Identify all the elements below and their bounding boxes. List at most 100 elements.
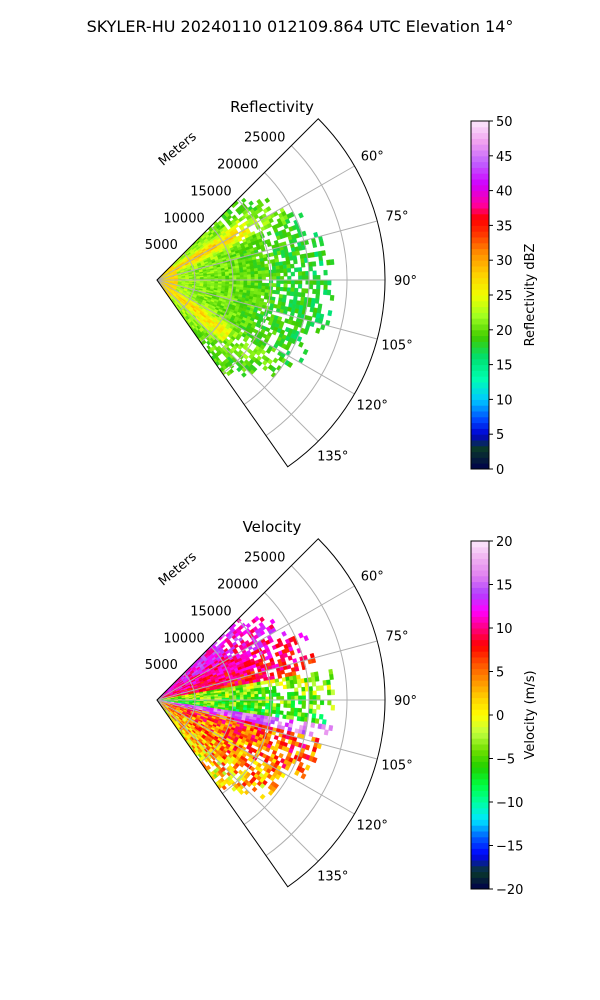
echo-cell <box>280 669 286 675</box>
echo-cell <box>279 276 285 281</box>
echo-cell <box>276 279 281 284</box>
echo-cell <box>311 261 317 267</box>
echo-cell <box>254 705 259 710</box>
colorbar-tick-label: 35 <box>496 219 513 234</box>
reflectivity-colorbar: 0 5 10 15 20 25 30 35 40 45 50 Reflectivity dBZ <box>470 115 538 478</box>
echo-cell <box>272 272 277 277</box>
echo-cell <box>286 268 292 273</box>
echo-cell <box>261 267 266 272</box>
echo-cell <box>282 714 287 720</box>
echo-cell <box>266 230 272 237</box>
echo-cell <box>316 275 321 281</box>
echo-cell <box>257 687 262 692</box>
colorbar-segment <box>471 778 489 786</box>
azimuth-tick-label: 135° <box>317 450 348 465</box>
echo-cell <box>301 699 306 705</box>
echo-cell <box>271 262 276 267</box>
range-ring <box>200 225 234 343</box>
colorbar-segment <box>471 854 489 861</box>
echo-cell <box>328 725 334 732</box>
colorbar-tick-label: 30 <box>496 254 513 269</box>
echo-cell <box>250 274 255 278</box>
echo-cell <box>298 212 304 219</box>
echo-cell <box>254 285 259 290</box>
colorbar-segment <box>471 749 489 757</box>
colorbar-segment <box>471 848 489 855</box>
reflectivity-panel: Reflectivity 60° 75° 90° 105° 120° 135° 5000 10… <box>145 98 538 478</box>
azimuth-gridline <box>156 279 319 442</box>
echo-cell <box>301 288 306 294</box>
colorbar-segment <box>471 860 489 867</box>
echo-cell <box>316 695 321 701</box>
echo-cell <box>298 695 303 701</box>
echo-cell <box>275 286 281 291</box>
colorbar-segment <box>471 744 489 751</box>
colorbar-tick-label: −5 <box>496 753 515 768</box>
colorbar-segment <box>471 680 489 687</box>
colorbar-segment <box>471 393 489 400</box>
azimuth-tick-label: 135° <box>317 870 348 885</box>
echo-cell <box>282 260 287 266</box>
echo-cell <box>318 255 324 262</box>
echo-cell <box>281 630 287 637</box>
echo-cell <box>317 303 323 310</box>
echo-cell <box>254 273 259 278</box>
echo-cell <box>272 692 277 697</box>
echo-cell <box>315 289 321 295</box>
colorbar-segment <box>471 295 489 302</box>
echo-cell <box>287 695 292 701</box>
echo-cell <box>300 773 307 780</box>
echo-cell <box>272 276 277 281</box>
echo-cell <box>225 275 230 279</box>
colorbar-segment <box>471 738 489 745</box>
colorbar-segment <box>471 790 489 797</box>
colorbar-segment <box>471 726 489 733</box>
echo-cell <box>308 731 314 738</box>
echo-cell <box>276 276 281 281</box>
echo-cell <box>217 696 223 699</box>
echo-cell <box>239 694 244 698</box>
echo-cell <box>304 764 311 771</box>
echo-cell <box>309 699 314 705</box>
echo-cell <box>294 267 299 273</box>
echo-cell <box>309 695 314 701</box>
echo-cell <box>321 250 326 257</box>
echo-cell <box>272 703 277 708</box>
azimuth-tick-label: 75° <box>386 630 409 645</box>
colorbar-segment <box>471 541 489 548</box>
echo-cell <box>235 692 241 696</box>
colorbar-segment <box>471 161 489 168</box>
azimuth-tick-label: 105° <box>381 338 412 353</box>
colorbar-segment <box>471 416 489 424</box>
colorbar-segment <box>471 865 489 873</box>
echo-cell <box>297 682 302 688</box>
echo-cell <box>275 706 281 711</box>
colorbar-segment <box>471 283 489 290</box>
colorbar-segment <box>471 697 489 704</box>
echo-cell <box>248 200 254 207</box>
echo-cell <box>268 637 274 644</box>
echo-cell <box>275 261 280 267</box>
colorbar-segment <box>471 445 489 453</box>
colorbar-label: Reflectivity dBZ <box>523 244 538 347</box>
range-axis-label: Meters <box>156 129 200 169</box>
echo-cell <box>265 273 270 278</box>
echo-cell <box>283 268 288 273</box>
colorbar-tick-label: 10 <box>496 393 513 408</box>
colorbar-segment <box>471 167 489 174</box>
figure-title: SKYLER-HU 20240110 012109.864 UTC Elevat… <box>87 17 514 36</box>
echo-cell <box>265 689 270 694</box>
echo-cell <box>272 269 277 274</box>
range-ring <box>243 592 310 825</box>
azimuth-gridline <box>156 165 355 281</box>
echo-cell <box>302 348 309 356</box>
colorbar-segment <box>471 610 489 617</box>
echo-cell <box>275 290 280 295</box>
echo-cell <box>312 695 317 701</box>
echo-cell <box>313 671 319 678</box>
echo-cell <box>271 709 277 715</box>
echo-cell <box>284 218 291 225</box>
colorbar-segment <box>471 651 489 658</box>
echo-cell <box>301 275 306 281</box>
echo-cell <box>311 681 317 687</box>
